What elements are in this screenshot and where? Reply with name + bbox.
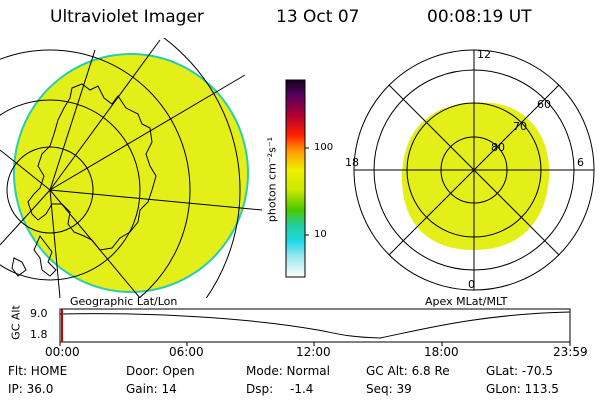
lat-label-80: 80 — [491, 141, 505, 154]
info-glon: GLon: 113.5 — [486, 382, 559, 396]
timeline-xtick-2359: 23:59 — [553, 345, 588, 359]
info-gain: Gain: 14 — [126, 382, 177, 396]
title: Ultraviolet Imager — [50, 7, 204, 27]
info-dsp-value: -1.4 — [290, 382, 314, 396]
colorbar-scale — [285, 79, 306, 278]
timeline-ylabel: GC Alt — [9, 305, 23, 340]
colorbar-tick-10: 10 — [314, 229, 327, 240]
mlt-label-0: 0 — [468, 278, 475, 291]
info-mode: Mode: Normal — [246, 364, 330, 378]
emission-region — [15, 55, 247, 291]
date: 13 Oct 07 — [276, 7, 360, 27]
info-door: Door: Open — [126, 364, 195, 378]
info-seq: Seq: 39 — [366, 382, 412, 396]
time: 00:08:19 UT — [427, 7, 532, 27]
polar-emission-region — [402, 102, 550, 250]
lat-label-70: 70 — [513, 120, 527, 133]
polar-spokes — [354, 50, 594, 290]
lat-label-60: 60 — [537, 98, 551, 111]
right-panel-label: Apex MLat/MLT — [425, 295, 508, 308]
mlt-label-6: 6 — [577, 156, 584, 169]
polar-plot — [353, 49, 595, 291]
mlt-label-12: 12 — [477, 48, 491, 61]
coastline-island — [11, 257, 27, 277]
timeline-xtick-1200: 12:00 — [296, 345, 331, 359]
timeline-ytick-9: 9.0 — [30, 307, 48, 320]
lat-circles — [0, 38, 241, 298]
info-glat: GLat: -70.5 — [486, 364, 553, 378]
altitude-timeline — [59, 308, 571, 346]
info-ip: IP: 36.0 — [8, 382, 54, 396]
timeline-xtick-0000: 00:00 — [45, 345, 80, 359]
colorbar-tick-100: 100 — [314, 142, 334, 153]
timeline-ytick-1-8: 1.8 — [30, 328, 48, 341]
colorbar-label: photon cm⁻²s⁻¹ — [265, 136, 279, 223]
info-flt: Flt: HOME — [8, 364, 68, 378]
timeline-xtick-0600: 06:00 — [169, 345, 204, 359]
timeline-xtick-1800: 18:00 — [424, 345, 459, 359]
left-panel-label: Geographic Lat/Lon — [70, 295, 178, 308]
info-gcalt: GC Alt: 6.8 Re — [366, 364, 450, 378]
geographic-map — [0, 38, 262, 298]
mlt-label-18: 18 — [345, 156, 359, 169]
coastline — [27, 83, 157, 251]
info-dsp-label: Dsp: — [246, 382, 274, 396]
altitude-curve — [59, 311, 571, 339]
colorbar — [285, 79, 309, 278]
coastline-peninsula — [33, 235, 57, 277]
